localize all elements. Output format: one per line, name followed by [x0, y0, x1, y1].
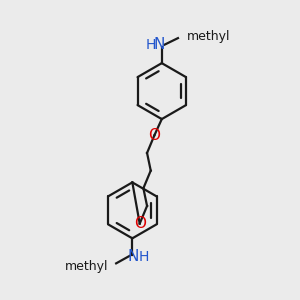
Text: N: N	[154, 37, 165, 52]
Text: H: H	[138, 250, 149, 264]
Text: N: N	[128, 249, 139, 264]
Text: methyl: methyl	[187, 30, 230, 43]
Text: O: O	[134, 216, 146, 231]
Text: H: H	[146, 38, 156, 52]
Text: methyl: methyl	[65, 260, 109, 273]
Text: O: O	[148, 128, 160, 143]
